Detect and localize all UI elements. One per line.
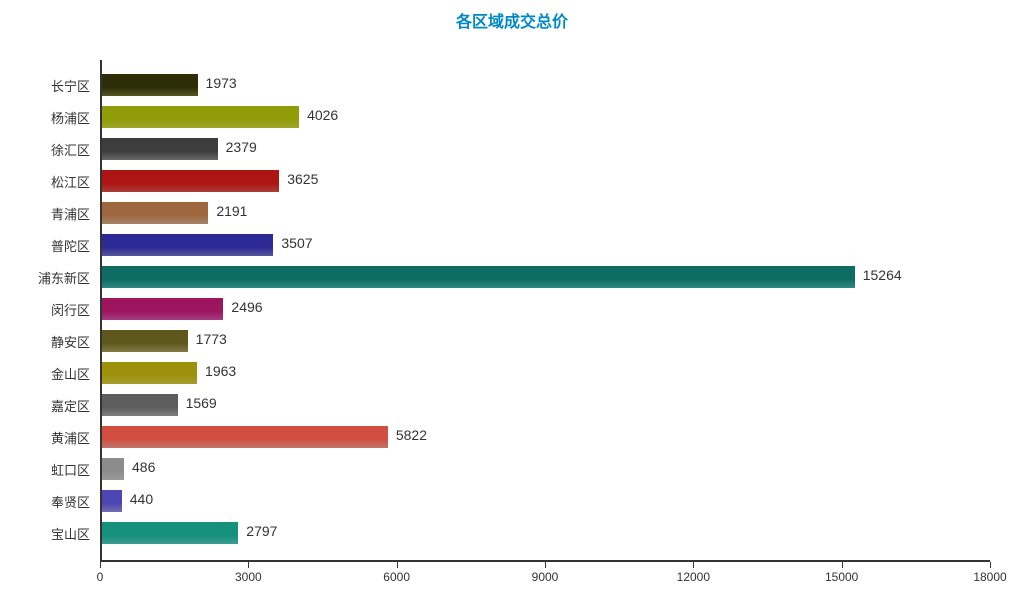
x-tick-mark	[397, 562, 398, 568]
chart-bar	[102, 426, 388, 448]
y-category-label: 奉贤区	[51, 492, 90, 511]
bar-value-label: 15264	[863, 267, 902, 283]
y-category-label: 虹口区	[51, 460, 90, 479]
chart-bar	[102, 202, 208, 224]
y-category-label: 杨浦区	[51, 108, 90, 127]
y-category-label: 闵行区	[51, 300, 90, 319]
chart-bar	[102, 394, 178, 416]
chart-bar	[102, 106, 299, 128]
bar-value-label: 3625	[287, 171, 318, 187]
y-category-label: 松江区	[51, 172, 90, 191]
x-tick-label: 6000	[383, 570, 410, 584]
chart-bar	[102, 74, 198, 96]
chart-bar	[102, 522, 238, 544]
x-tick-label: 18000	[973, 570, 1006, 584]
y-category-label: 宝山区	[51, 524, 90, 543]
bar-value-label: 2797	[246, 523, 277, 539]
bar-value-label: 2379	[226, 139, 257, 155]
y-category-label: 青浦区	[51, 204, 90, 223]
chart-bar	[102, 170, 279, 192]
bar-value-label: 1773	[196, 331, 227, 347]
bar-value-label: 1973	[206, 75, 237, 91]
bar-value-label: 486	[132, 459, 155, 475]
chart-bar	[102, 138, 218, 160]
x-tick-label: 9000	[532, 570, 559, 584]
x-tick-label: 0	[97, 570, 104, 584]
x-tick-mark	[842, 562, 843, 568]
x-tick-mark	[990, 562, 991, 568]
chart-title: 各区域成交总价	[0, 8, 1024, 32]
y-category-label: 浦东新区	[38, 268, 90, 287]
bar-value-label: 5822	[396, 427, 427, 443]
x-tick-mark	[545, 562, 546, 568]
bar-value-label: 2496	[231, 299, 262, 315]
x-tick-label: 3000	[235, 570, 262, 584]
y-category-label: 长宁区	[51, 76, 90, 95]
y-category-label: 徐汇区	[51, 140, 90, 159]
chart-bar	[102, 266, 855, 288]
chart-bar	[102, 490, 122, 512]
y-category-label: 金山区	[51, 364, 90, 383]
chart-bar	[102, 362, 197, 384]
x-tick-mark	[248, 562, 249, 568]
bar-value-label: 1569	[186, 395, 217, 411]
x-tick-label: 12000	[677, 570, 710, 584]
bar-value-label: 4026	[307, 107, 338, 123]
chart-bar	[102, 234, 273, 256]
x-tick-mark	[693, 562, 694, 568]
bar-value-label: 3507	[281, 235, 312, 251]
bar-value-label: 2191	[216, 203, 247, 219]
chart-bar	[102, 298, 223, 320]
chart-plot-area: 0300060009000120001500018000长宁区1973杨浦区40…	[100, 60, 990, 560]
x-tick-mark	[100, 562, 101, 568]
y-category-label: 黄浦区	[51, 428, 90, 447]
x-tick-label: 15000	[825, 570, 858, 584]
chart-bar	[102, 458, 124, 480]
bar-value-label: 440	[130, 491, 153, 507]
y-category-label: 静安区	[51, 332, 90, 351]
y-category-label: 嘉定区	[51, 396, 90, 415]
chart-bar	[102, 330, 188, 352]
y-category-label: 普陀区	[51, 236, 90, 255]
bar-value-label: 1963	[205, 363, 236, 379]
